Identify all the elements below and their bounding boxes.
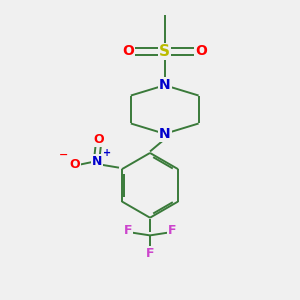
Text: O: O — [196, 44, 208, 58]
Text: N: N — [92, 155, 102, 168]
Text: F: F — [168, 224, 176, 238]
Text: −: − — [59, 150, 68, 160]
Text: F: F — [124, 224, 132, 238]
Text: F: F — [146, 247, 154, 260]
Text: O: O — [93, 133, 104, 146]
Text: O: O — [70, 158, 80, 171]
Text: O: O — [122, 44, 134, 58]
Text: +: + — [103, 148, 112, 158]
Text: S: S — [159, 44, 170, 59]
Text: N: N — [159, 127, 170, 141]
Text: N: N — [159, 78, 170, 92]
